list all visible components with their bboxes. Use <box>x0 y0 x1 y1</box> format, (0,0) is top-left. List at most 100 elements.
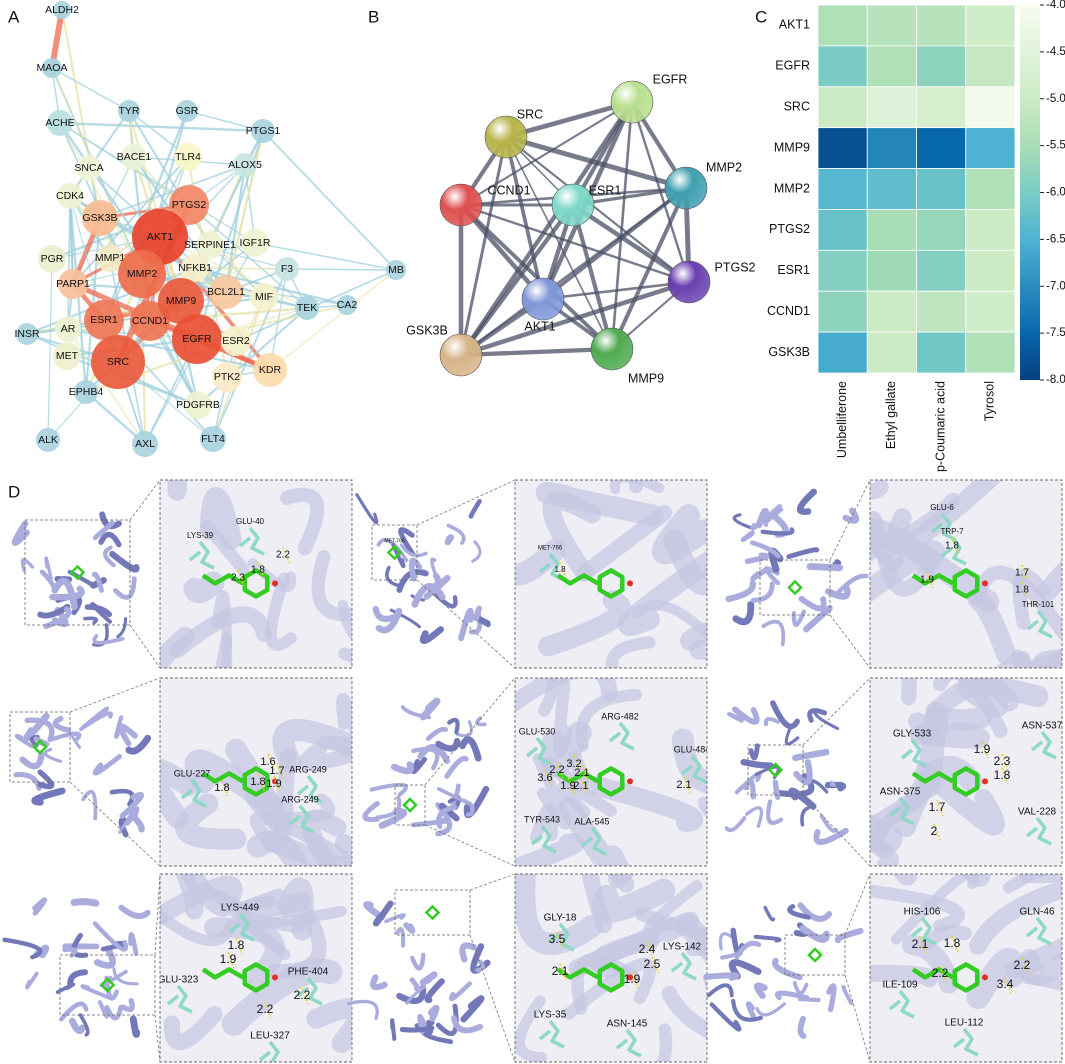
network-edge <box>269 269 397 371</box>
connector <box>416 479 516 526</box>
protein-ribbon <box>606 636 656 668</box>
residue-stick <box>238 526 265 556</box>
network-node <box>521 277 565 321</box>
protein-ribbon <box>448 981 472 1002</box>
protein-ribbon <box>750 581 775 603</box>
residue-stick <box>1026 609 1053 639</box>
distance-label: 2.1 <box>574 767 589 779</box>
zoom-view: GLY-533 ASN-537 1.92.31.8 ASN-375 1.7 2 VAL-22… <box>870 678 1062 866</box>
residue-stick <box>900 738 927 768</box>
node-label: BCL2L1 <box>207 286 245 298</box>
network-edge <box>254 242 397 271</box>
heatmap-cell <box>866 127 917 169</box>
protein-ribbon <box>689 640 707 661</box>
residue-stick <box>530 824 557 854</box>
protein-ribbon <box>763 507 784 527</box>
ligand <box>424 904 441 921</box>
docking-panel: GLU-6 TRP-7 1.8 1.9 1.7 1.8 THR-101 <box>725 479 1063 669</box>
protein-ribbon <box>372 900 394 927</box>
row-label: PTGS2 <box>769 222 810 236</box>
network-node <box>118 100 140 122</box>
network-node <box>158 278 204 324</box>
hydrogen-bond <box>1001 767 1009 785</box>
protein-ribbon <box>772 779 781 800</box>
network-node <box>118 250 166 298</box>
protein-ribbon <box>576 505 673 582</box>
distance-label: 2.1 <box>912 937 929 951</box>
protein-ribbon <box>515 833 585 866</box>
panel-label: D <box>8 482 20 501</box>
row-label: MMP9 <box>774 140 810 154</box>
distance-label: 2.2 <box>549 764 564 776</box>
distance-label: 3.6 <box>537 772 552 784</box>
node-label: AR <box>61 323 76 335</box>
distance-label: 2.2 <box>932 966 949 980</box>
heatmap-cell <box>817 45 868 88</box>
network-node <box>58 269 88 299</box>
protein-ribbon <box>797 1015 807 1039</box>
node-label: SERPINE1 <box>184 239 236 251</box>
network-edge <box>610 187 688 350</box>
zoom-frame <box>159 677 353 867</box>
protein-ribbon <box>901 678 918 706</box>
ligand <box>402 797 418 813</box>
hydrogen-bond <box>651 956 659 974</box>
network-edge <box>505 99 633 140</box>
hydrogen-bond <box>556 761 564 779</box>
network-node <box>275 257 299 281</box>
node-label: MMP9 <box>628 371 664 385</box>
network-b: SRC EGFR CCND1 ESR1 MMP2 PTGS2 AKT1 GSK3B MMP9 <box>406 72 755 385</box>
protein-ribbon <box>841 985 854 1006</box>
distance-label: 1.8 <box>945 541 959 552</box>
network-edge <box>196 304 348 340</box>
residue-stick <box>888 796 915 826</box>
protein-ribbon <box>370 974 388 991</box>
residue-label: TYR-543 <box>524 814 560 824</box>
residue-stick <box>166 984 193 1014</box>
protein-ribbon <box>11 520 30 546</box>
distance-label: 1.8 <box>994 768 1011 782</box>
residue-label: ILE-109 <box>882 980 917 991</box>
protein-ribbon <box>419 626 444 644</box>
protein-ribbon <box>515 995 547 1062</box>
hydrogen-bond <box>1021 564 1029 582</box>
network-node <box>209 275 243 309</box>
row-label: GSK3B <box>768 345 810 359</box>
protein-ribbon <box>770 700 800 730</box>
network-node <box>55 316 81 342</box>
hydrogen-bond <box>951 537 959 555</box>
protein-ribbon <box>969 880 1062 955</box>
heatmap-cell <box>965 249 1016 292</box>
network-node <box>53 1 71 19</box>
column-label: p-Coumaric acid <box>933 381 947 472</box>
network-node <box>295 296 319 320</box>
hydrogen-bond <box>257 561 265 579</box>
protein-ribbon <box>92 634 125 645</box>
row-label: MMP2 <box>774 181 810 195</box>
node-label: SRC <box>517 107 543 121</box>
protein-ribbon <box>727 712 744 723</box>
residue-stick <box>258 1040 280 1062</box>
protein-ribbon <box>628 480 643 494</box>
node-label: ESR2 <box>222 335 250 347</box>
protein-ribbon <box>391 542 406 569</box>
protein-ribbon <box>280 487 325 556</box>
residue-stick <box>910 916 937 946</box>
protein-ribbon <box>420 1020 454 1045</box>
protein-ribbon <box>908 712 940 744</box>
residue-stick <box>188 540 215 570</box>
heatmap-cell <box>916 331 967 374</box>
protein-ribbon <box>411 746 440 771</box>
node-label: MMP2 <box>706 160 742 174</box>
protein-ribbon <box>70 898 100 907</box>
distance-label: 2.5 <box>644 957 661 971</box>
zoom-view: HIS-106 GLN-462.1 1.82.22.23.4ILE-109LEU-1… <box>870 874 1062 1057</box>
zoom-region <box>371 524 418 581</box>
node-label: EPHB4 <box>69 386 104 398</box>
network-a: ALDH2 MAOA TYR GSR ACHE PTGS1 SNCA BACE1 TLR4 ALO… <box>14 1 406 457</box>
protein-ribbon <box>419 971 438 987</box>
protein-ribbon <box>211 590 233 668</box>
colorbar-tick-label: -6.5 <box>1046 233 1065 245</box>
residue-stick <box>930 512 957 542</box>
